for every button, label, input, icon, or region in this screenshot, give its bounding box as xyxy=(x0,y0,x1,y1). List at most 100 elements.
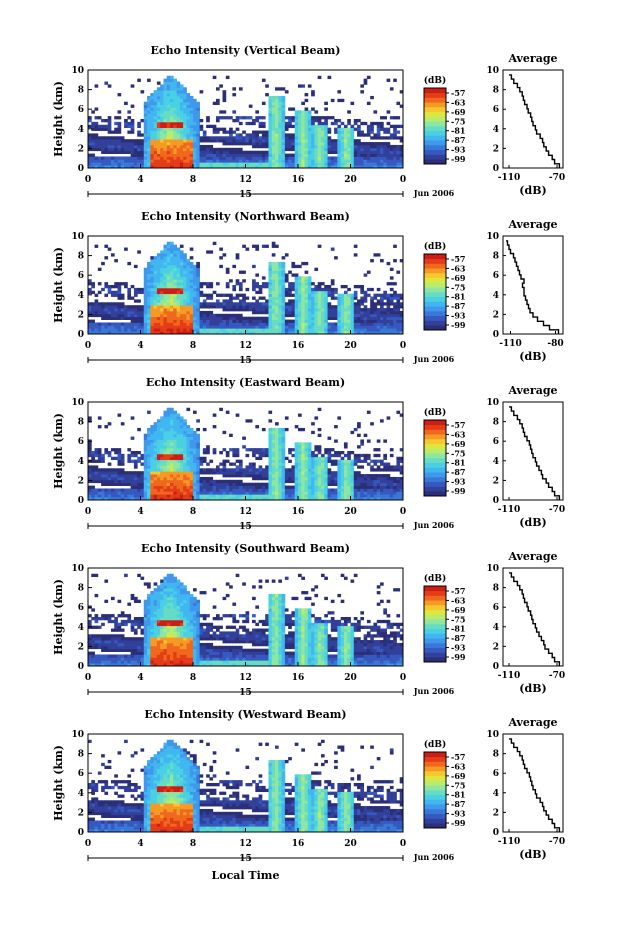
heatmap-cell xyxy=(327,488,332,492)
heatmap-cell xyxy=(107,84,112,88)
heatmap-cell xyxy=(327,471,332,475)
heatmap-cell xyxy=(350,293,355,297)
heatmap-cell xyxy=(304,453,309,458)
heatmap-cell xyxy=(156,302,161,306)
heatmap-cell xyxy=(166,410,171,414)
heatmap-cell xyxy=(265,485,269,489)
heatmap-cell xyxy=(104,313,109,318)
heatmap-cell xyxy=(229,474,233,478)
heatmap-cell xyxy=(252,331,256,335)
heatmap-cell xyxy=(91,328,95,332)
heatmap-cell xyxy=(327,310,332,315)
heatmap-cell xyxy=(268,476,273,481)
heatmap-cell xyxy=(311,305,315,309)
heatmap-cell xyxy=(209,150,214,154)
heatmap-cell xyxy=(238,491,243,495)
heatmap-cell xyxy=(173,244,177,248)
heatmap-cell xyxy=(189,247,194,251)
heatmap-cell xyxy=(242,279,246,283)
heatmap-cell xyxy=(206,159,210,163)
heatmap-cell xyxy=(143,453,148,458)
heatmap-cell xyxy=(271,479,276,484)
colorbar-tick-label: -57 xyxy=(451,88,465,98)
heatmap-cell xyxy=(160,451,164,455)
heatmap-cell xyxy=(330,322,335,326)
heatmap-cell xyxy=(298,290,302,295)
heatmap-cell xyxy=(350,313,355,318)
heatmap-cell xyxy=(376,316,381,320)
heatmap-cell xyxy=(393,331,397,335)
heatmap-cell xyxy=(278,150,282,154)
heatmap-cell xyxy=(232,322,237,326)
heatmap-cell xyxy=(114,448,118,452)
heatmap-cell xyxy=(209,497,214,501)
heatmap-cell xyxy=(150,127,155,131)
heatmap-cell xyxy=(360,287,365,292)
heatmap-cell xyxy=(127,322,132,326)
heatmap-cell xyxy=(291,273,296,277)
heatmap-cell xyxy=(327,459,332,463)
heatmap-cell xyxy=(189,305,194,309)
heatmap-cell xyxy=(301,153,305,157)
heatmap-cell xyxy=(173,319,177,323)
heatmap-cell xyxy=(199,491,204,495)
heatmap-cell xyxy=(301,313,305,318)
heatmap-cell xyxy=(219,482,223,486)
heatmap-cell xyxy=(284,416,289,420)
heatmap-cell xyxy=(252,244,256,248)
heatmap-cell xyxy=(166,90,171,94)
heatmap-cell xyxy=(212,485,217,489)
profile-y-label: 6 xyxy=(493,271,499,281)
heatmap-cell xyxy=(252,482,256,486)
heatmap-cell xyxy=(183,419,187,423)
heatmap-cell xyxy=(137,290,141,295)
heatmap-cell xyxy=(255,130,260,134)
heatmap-cell xyxy=(133,150,138,154)
heatmap-cell xyxy=(258,456,263,461)
heatmap-cell xyxy=(278,433,282,437)
heatmap-cell xyxy=(235,468,240,472)
heatmap-cell xyxy=(229,139,233,143)
heatmap-cell xyxy=(163,497,168,501)
heatmap-cell xyxy=(97,124,102,129)
heatmap-cell xyxy=(107,488,112,492)
heatmap-cell xyxy=(386,328,391,332)
heatmap-cell xyxy=(176,282,181,286)
heatmap-cell xyxy=(183,153,187,157)
heatmap-cell xyxy=(147,462,151,466)
heatmap-cell xyxy=(193,430,197,435)
heatmap-cell xyxy=(324,494,328,498)
heatmap-cell xyxy=(91,468,95,472)
heatmap-cell xyxy=(94,308,99,312)
heatmap-cell xyxy=(284,485,289,489)
heatmap-cell xyxy=(150,488,155,492)
heatmap-cell xyxy=(140,119,145,123)
heatmap-cell xyxy=(170,474,174,478)
heatmap-cell xyxy=(153,474,158,478)
heatmap-cell xyxy=(314,110,319,114)
heatmap-cell xyxy=(311,299,315,303)
heatmap-cell xyxy=(215,313,220,318)
heatmap-cell xyxy=(232,87,237,91)
heatmap-cell xyxy=(396,156,401,160)
heatmap-cell xyxy=(330,116,335,120)
heatmap-cell xyxy=(242,162,246,166)
heatmap-cell xyxy=(235,296,240,300)
heatmap-cell xyxy=(212,159,217,163)
heatmap-cell xyxy=(248,162,253,166)
x-tick-label: 8 xyxy=(190,175,196,185)
heatmap-cell xyxy=(189,139,194,143)
heatmap-cell xyxy=(238,285,243,289)
heatmap-cell xyxy=(383,316,387,320)
heatmap-cell xyxy=(258,136,263,140)
heatmap-cell xyxy=(196,445,200,449)
heatmap-cell xyxy=(88,416,92,420)
heatmap-cell xyxy=(170,413,174,417)
heatmap-cell xyxy=(147,494,151,498)
heatmap-cell xyxy=(189,459,194,463)
heatmap-cell xyxy=(179,116,184,120)
heatmap-cell xyxy=(127,459,132,463)
heatmap-cell xyxy=(320,488,325,492)
heatmap-cell xyxy=(271,471,276,475)
heatmap-cell xyxy=(396,150,401,154)
